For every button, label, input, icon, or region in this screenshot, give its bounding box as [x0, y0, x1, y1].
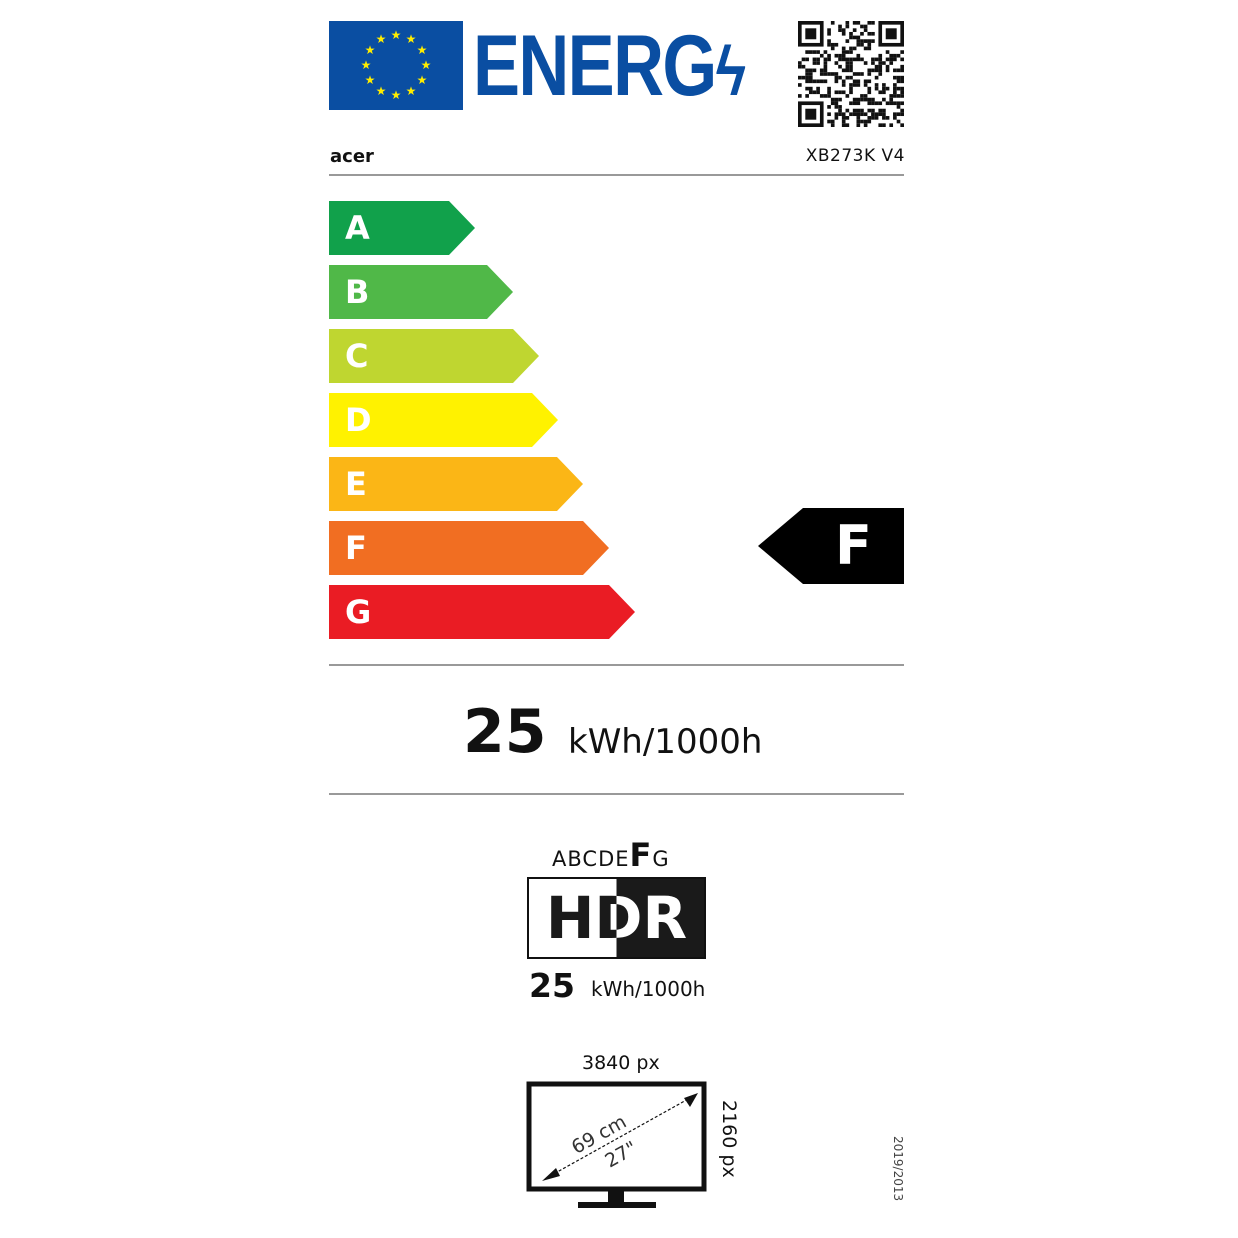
- qr-code[interactable]: [798, 21, 904, 127]
- rating-arrow: F: [758, 508, 904, 584]
- star-icon: ★: [417, 73, 428, 87]
- star-icon: ★: [391, 28, 402, 42]
- eu-stars-icon: ★ ★★★★★★★★★★★: [361, 28, 432, 102]
- energy-class-f: F: [329, 521, 609, 575]
- logo-text: ENERG: [473, 18, 717, 114]
- star-icon: ★: [376, 84, 387, 98]
- star-icon: ★: [391, 88, 402, 102]
- sdr-energy-value: 25: [463, 697, 547, 767]
- energy-class-c: C: [329, 329, 539, 383]
- eu-flag: ★ ★ ★ ★ ★ ★ ★ ★ ★ ★ ★ ★: [329, 21, 463, 110]
- resolution-width: 3840 px: [582, 1052, 660, 1074]
- hdr-scale-prefix: ABCDE: [552, 847, 630, 871]
- star-icon: ★: [417, 43, 428, 57]
- energy-class-e: E: [329, 457, 583, 511]
- star-icon: ★: [361, 58, 372, 72]
- sdr-energy-unit: kWh/1000h: [568, 722, 763, 762]
- divider: [329, 664, 904, 666]
- star-icon: ★: [365, 73, 376, 87]
- model-name: XB273K V4: [805, 146, 905, 166]
- hdr-energy-unit: kWh/1000h: [591, 977, 706, 1001]
- energy-class-a: A: [329, 201, 475, 255]
- star-icon: ★: [365, 43, 376, 57]
- hdr-energy-value: 25: [529, 966, 575, 1005]
- monitor-icon: 69 cm 27": [526, 1081, 707, 1208]
- energy-class-b: B: [329, 265, 513, 319]
- hdr-badge: HDR: [527, 877, 706, 959]
- divider: [329, 174, 904, 176]
- divider: [329, 793, 904, 795]
- energy-logo: ENERGϟ: [473, 18, 746, 117]
- hdr-scale-suffix: G: [652, 847, 670, 871]
- hdr-scale-active: F: [629, 836, 653, 874]
- energy-class-d: D: [329, 393, 558, 447]
- lightning-icon: ϟ: [715, 32, 746, 110]
- hdr-label: HDR: [529, 879, 704, 957]
- regulation-number: 2019/2013: [891, 1136, 905, 1202]
- star-icon: ★: [376, 32, 387, 46]
- star-icon: ★: [406, 84, 417, 98]
- hdr-class-scale: ABCDEFG: [552, 836, 670, 874]
- energy-class-g: G: [329, 585, 635, 639]
- star-icon: ★: [421, 58, 432, 72]
- star-icon: ★: [406, 32, 417, 46]
- brand-name: acer: [330, 146, 374, 167]
- resolution-height: 2160 px: [718, 1100, 740, 1178]
